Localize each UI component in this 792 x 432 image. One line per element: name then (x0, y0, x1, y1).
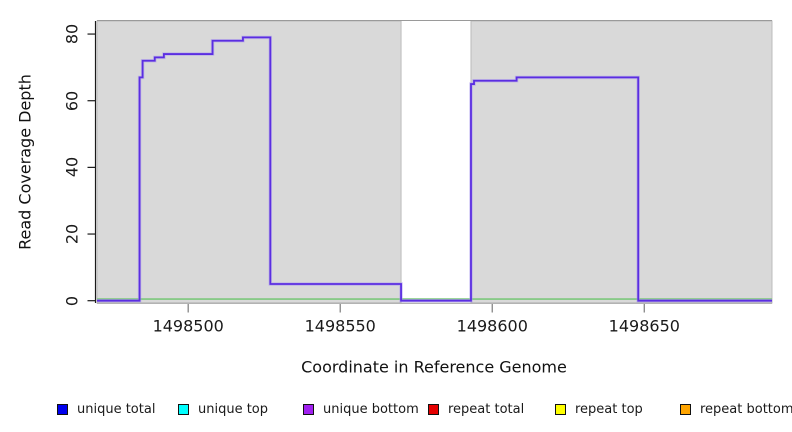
x-tick-label: 1498650 (608, 316, 680, 336)
masked-region (470, 20, 773, 304)
x-axis-title: Coordinate in Reference Genome (301, 357, 567, 377)
y-tick-label: 40 (62, 157, 82, 178)
coverage-step-line (97, 36, 772, 302)
y-tick-label: 20 (62, 223, 82, 245)
y-tick-label: 60 (62, 90, 82, 111)
x-tick-label: 1498550 (304, 316, 376, 336)
y-tick-label: 80 (62, 23, 82, 45)
x-tick-label: 1498500 (152, 316, 224, 336)
masked-region (96, 20, 402, 304)
y-axis-title: Read Coverage Depth (15, 74, 35, 250)
y-tick-label: 0 (62, 295, 82, 306)
x-tick-label: 1498600 (456, 316, 528, 336)
